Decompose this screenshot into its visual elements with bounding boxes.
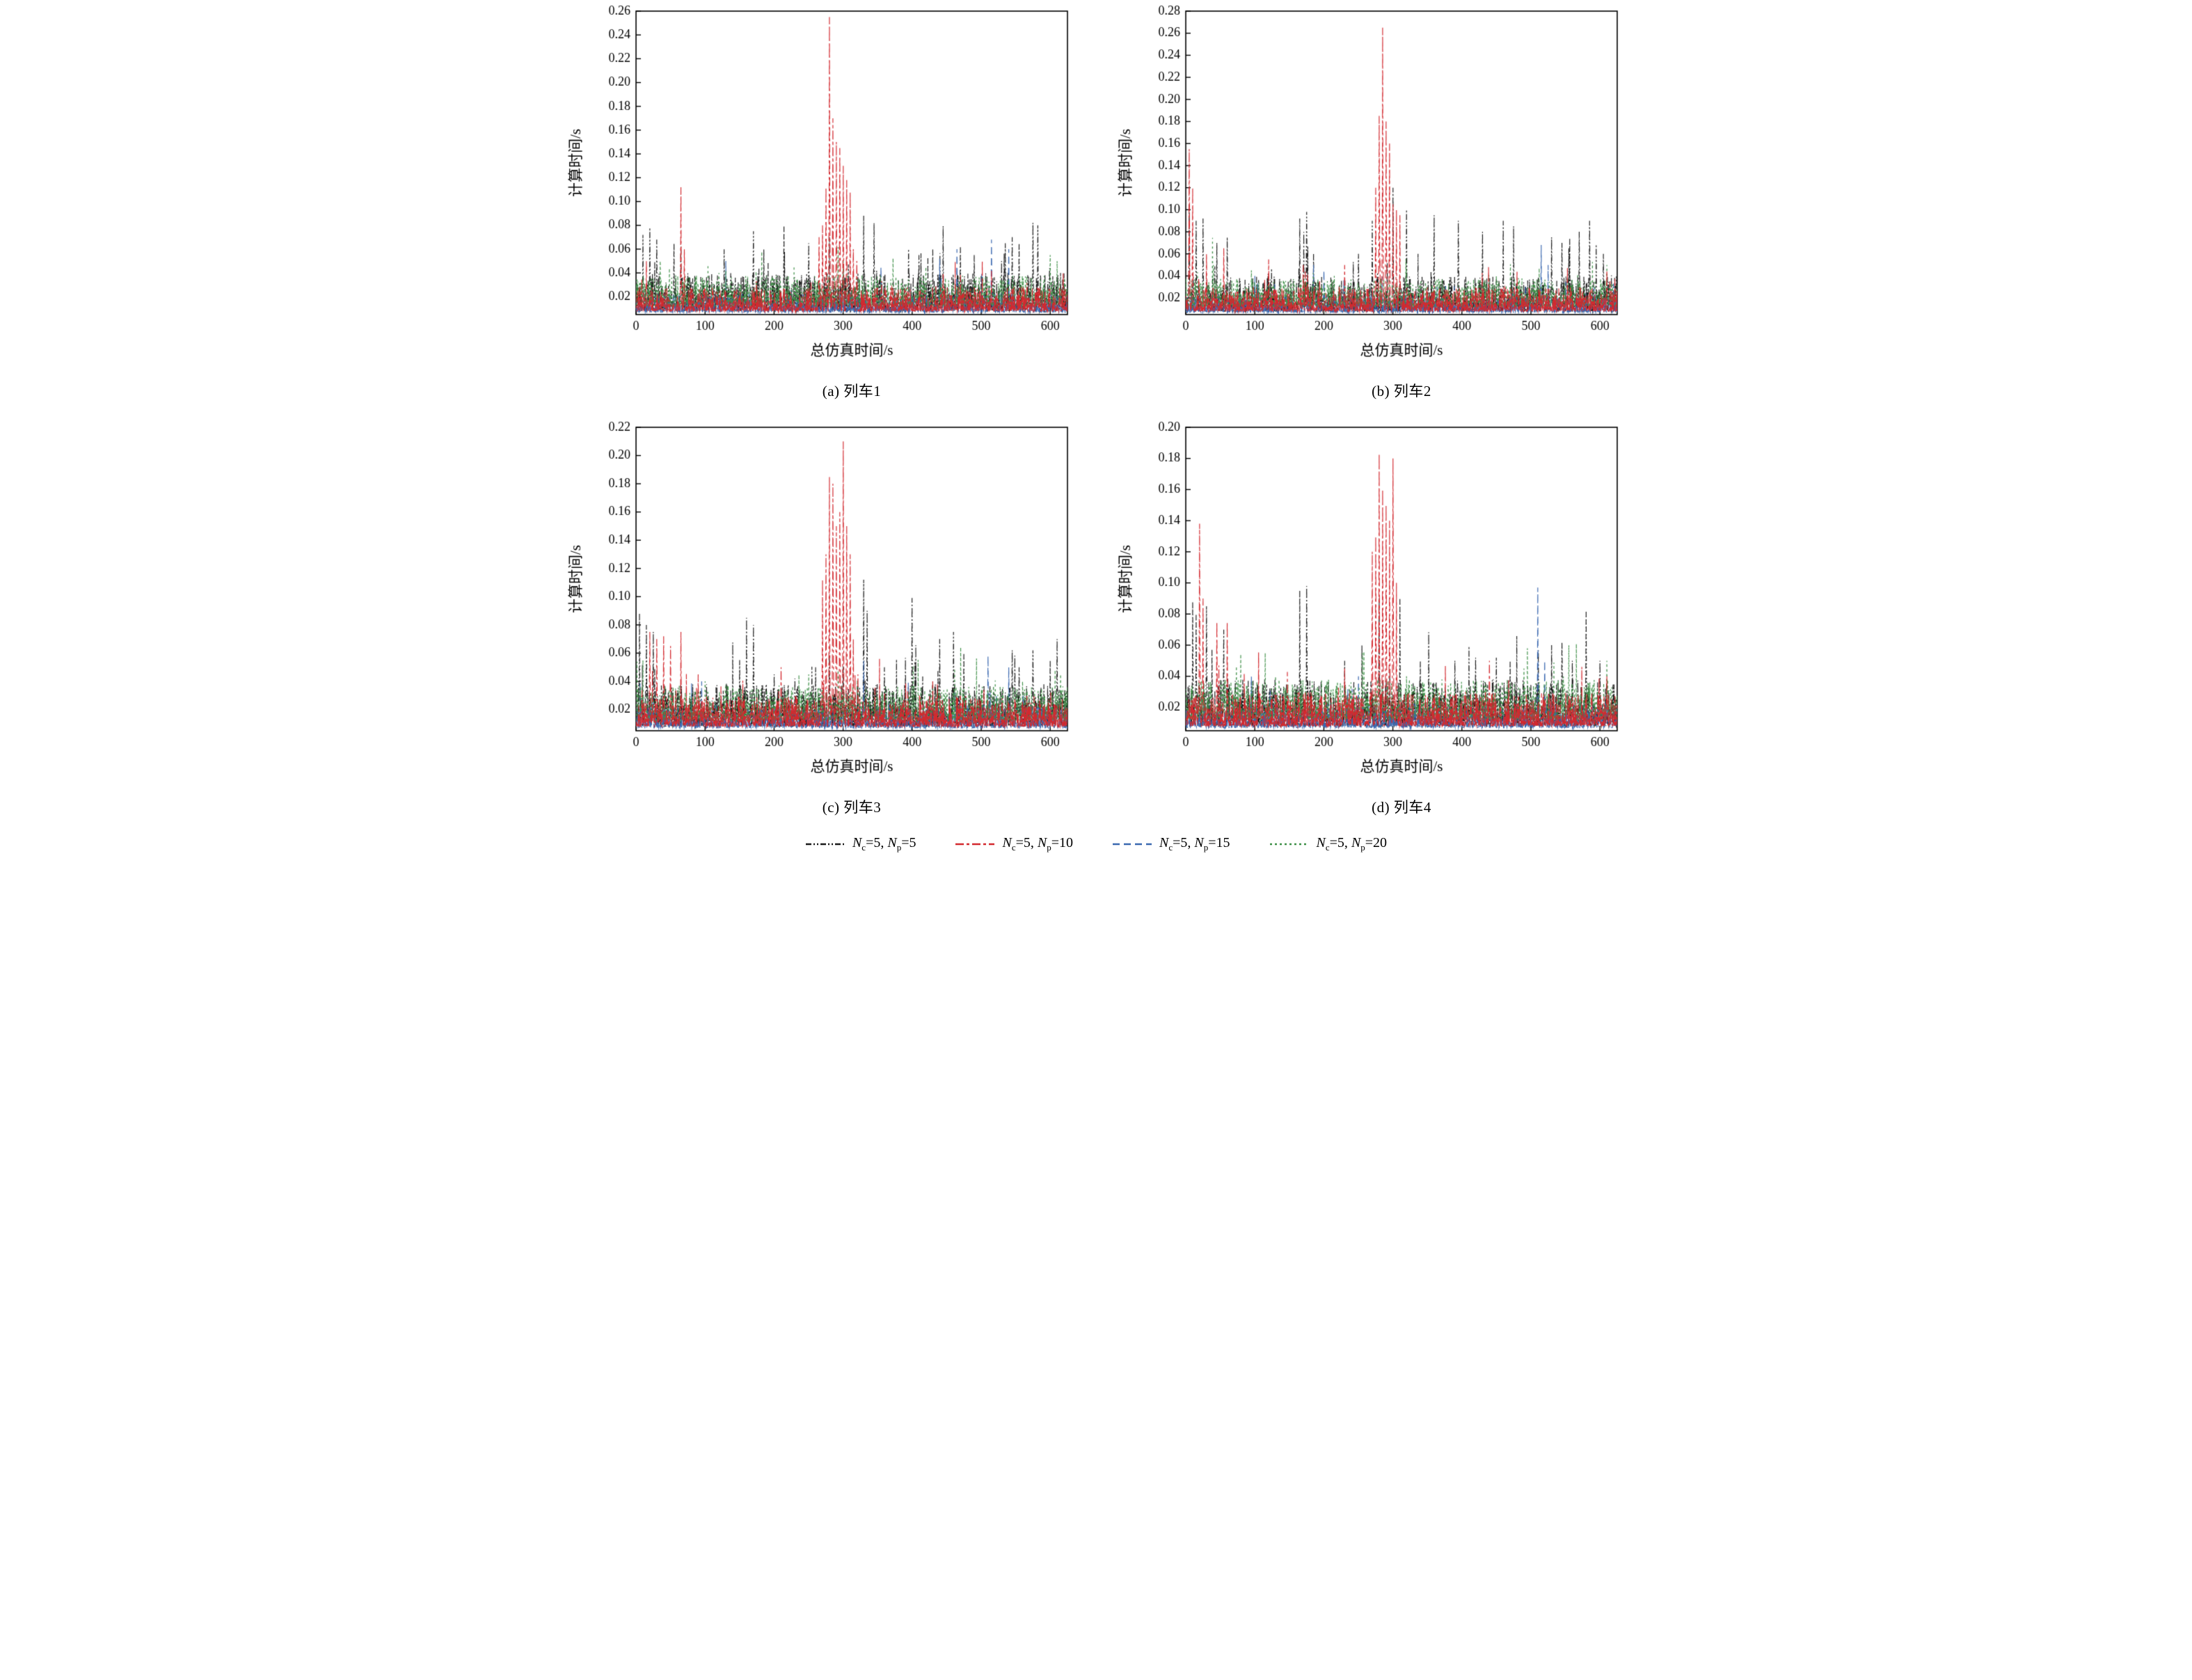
legend-item-4: Nc=5, Np=20 — [1269, 835, 1388, 853]
subplot-grid: (a) 列车1 (b) 列车2 (c) 列车3 (d) 列车4 — [548, 3, 1644, 817]
legend-item-1: Nc=5, Np=5 — [805, 835, 916, 853]
chart-canvas-train4 — [1113, 419, 1628, 795]
legend-item-2: Nc=5, Np=10 — [955, 835, 1073, 853]
legend-line-sample-icon — [1269, 843, 1309, 846]
chart-canvas-train3 — [564, 419, 1079, 795]
legend-label: Nc=5, Np=15 — [1159, 835, 1230, 853]
subplot-caption-train1: (a) 列车1 — [822, 383, 882, 399]
subplot-train3: (c) 列车3 — [557, 419, 1086, 817]
subplot-caption-train4: (d) 列车4 — [1372, 799, 1431, 816]
legend-line-sample-icon — [955, 843, 995, 846]
subplot-caption-train3: (c) 列车3 — [822, 799, 882, 816]
legend-line-sample-icon — [1113, 843, 1152, 846]
subplot-caption-train2: (b) 列车2 — [1372, 383, 1431, 399]
legend-label: Nc=5, Np=10 — [1002, 835, 1073, 853]
subplot-train2: (b) 列车2 — [1106, 3, 1635, 401]
chart-canvas-train1 — [564, 3, 1079, 379]
subplot-train1: (a) 列车1 — [557, 3, 1086, 401]
subplot-train4: (d) 列车4 — [1106, 419, 1635, 817]
figure-page: (a) 列车1 (b) 列车2 (c) 列车3 (d) 列车4 Nc=5, Np… — [548, 0, 1644, 860]
legend-line-sample-icon — [805, 843, 845, 846]
legend-item-3: Nc=5, Np=15 — [1112, 835, 1230, 853]
chart-canvas-train2 — [1113, 3, 1628, 379]
legend: Nc=5, Np=5 Nc=5, Np=10 Nc=5, Np=15 Nc=5, Np… — [548, 835, 1644, 853]
legend-label: Nc=5, Np=5 — [852, 835, 916, 853]
legend-label: Nc=5, Np=20 — [1316, 835, 1388, 853]
